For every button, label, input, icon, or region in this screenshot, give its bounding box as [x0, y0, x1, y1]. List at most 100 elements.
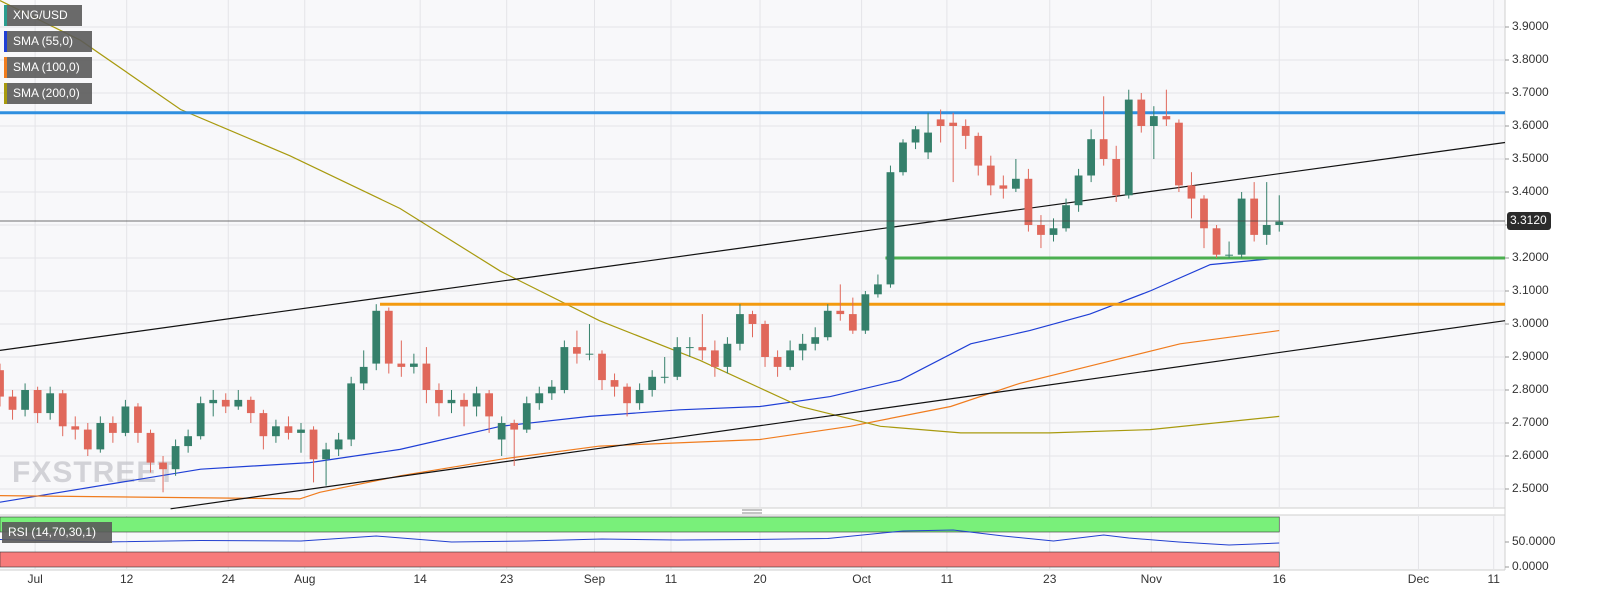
candle — [485, 389, 494, 433]
legend-item[interactable]: SMA (100,0) — [4, 57, 92, 78]
legend-item[interactable]: SMA (200,0) — [4, 83, 92, 104]
candle-body — [372, 310, 381, 364]
y-tick-label: 3.4000 — [1512, 184, 1549, 198]
candle — [773, 350, 782, 377]
candle-body — [598, 353, 606, 381]
panel-handle[interactable] — [742, 509, 762, 514]
candle-body — [46, 393, 55, 414]
candle-body — [748, 314, 757, 324]
candle-body — [422, 363, 431, 390]
candle — [1200, 195, 1208, 249]
candle — [911, 125, 920, 150]
candle — [848, 297, 857, 334]
candle — [146, 429, 155, 473]
candle-body — [447, 399, 456, 404]
candle — [159, 455, 167, 493]
candle-body — [347, 383, 356, 440]
candle — [0, 363, 4, 407]
candle — [1250, 182, 1259, 242]
candle-body — [334, 439, 343, 450]
y-tick-label: 2.6000 — [1512, 448, 1549, 462]
y-tick-label: 2.9000 — [1512, 349, 1549, 363]
candle-body — [1099, 139, 1108, 159]
candle-body — [936, 119, 945, 126]
legend-box — [4, 83, 92, 104]
candle-body — [259, 413, 268, 437]
candle — [635, 383, 644, 410]
legend-swatch — [4, 83, 7, 104]
candle — [259, 409, 268, 450]
candle-body — [146, 432, 155, 463]
candle-body — [1200, 198, 1208, 229]
candle-body — [71, 426, 80, 430]
candle — [673, 337, 682, 381]
candle — [648, 370, 657, 397]
candle-body — [1074, 175, 1083, 206]
candle-body — [1062, 205, 1070, 229]
x-tick-label: 20 — [753, 572, 767, 586]
candle — [460, 393, 468, 427]
candle-body — [547, 386, 556, 394]
candle-body — [485, 393, 494, 417]
candle-body — [635, 389, 644, 404]
candle — [1011, 158, 1020, 192]
y-tick-label: 0.0000 — [1512, 559, 1549, 573]
candle-body — [0, 370, 4, 397]
candle — [472, 386, 481, 417]
sma-line — [0, 0, 1280, 434]
candle — [196, 396, 205, 440]
candle — [811, 327, 820, 351]
candle-body — [409, 363, 418, 367]
candle-body — [911, 129, 920, 143]
candle-body — [1137, 99, 1146, 126]
candle — [447, 389, 456, 414]
candle-body — [297, 429, 305, 433]
candle — [974, 132, 983, 176]
legend-item[interactable]: XNG/USD — [4, 5, 82, 26]
candle — [1049, 218, 1058, 242]
rsi-legend[interactable]: RSI (14,70,30,1) — [2, 522, 112, 543]
candle — [1262, 182, 1271, 245]
candle — [1237, 191, 1246, 258]
candle-body — [1250, 198, 1259, 235]
candle — [1149, 106, 1158, 159]
candle-body — [861, 294, 870, 331]
candle-body — [497, 422, 506, 440]
candle — [585, 323, 594, 361]
candle-body — [8, 396, 17, 410]
candle — [121, 399, 130, 437]
candle — [46, 386, 55, 420]
candle-body — [573, 347, 581, 354]
candle — [1212, 224, 1221, 258]
candle — [221, 393, 230, 414]
candle — [58, 389, 67, 437]
legend-box — [2, 522, 112, 543]
candle — [598, 350, 606, 390]
rsi-lower-band — [0, 551, 1280, 568]
candle — [234, 389, 243, 410]
candle-body — [949, 122, 958, 126]
candle — [899, 139, 907, 176]
candle — [1124, 89, 1133, 199]
candle — [874, 274, 882, 298]
candle — [623, 383, 631, 417]
candle — [297, 422, 305, 453]
candle-body — [184, 436, 193, 447]
candle-body — [848, 314, 857, 331]
candle-body — [1175, 122, 1183, 186]
candle-body — [1087, 139, 1096, 176]
candle — [272, 419, 280, 443]
y-tick-label: 2.7000 — [1512, 415, 1549, 429]
candle-body — [974, 135, 983, 166]
candle — [836, 284, 845, 321]
x-tick-label: 11 — [1487, 572, 1500, 586]
legend-item[interactable]: SMA (55,0) — [4, 31, 92, 52]
candle — [359, 350, 368, 390]
candle — [698, 314, 707, 361]
sma-line — [0, 257, 1280, 503]
candle — [736, 304, 744, 351]
candle-body — [886, 172, 895, 285]
x-tick-label: 11 — [665, 572, 678, 586]
